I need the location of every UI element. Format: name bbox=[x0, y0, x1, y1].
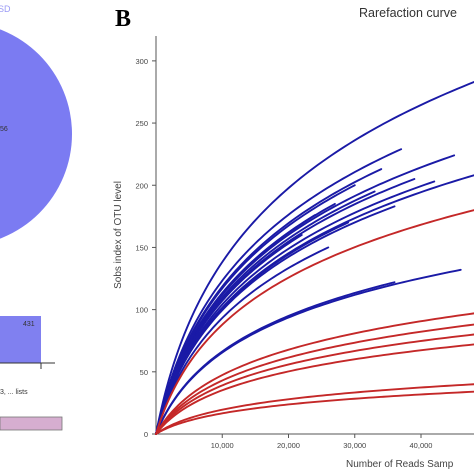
x-tick-label: 30,000 bbox=[343, 441, 366, 450]
y-tick-label: 100 bbox=[135, 306, 148, 315]
rarefaction-curve-blue-14 bbox=[155, 234, 303, 435]
rarefaction-curve-blue-10 bbox=[155, 202, 336, 435]
x-ticks: 10,000 20,000 30,000 40,000 bbox=[211, 434, 433, 450]
rarefaction-curve-blue-16 bbox=[155, 252, 290, 435]
intersection-bar bbox=[0, 316, 41, 363]
set-size-strip bbox=[0, 416, 63, 431]
y-axis-title: Sobs index of OTU level bbox=[113, 181, 124, 289]
rarefaction-curve-red-22 bbox=[155, 333, 474, 435]
rarefaction-curve-red-21 bbox=[155, 323, 474, 435]
y-tick-label: 0 bbox=[144, 430, 148, 439]
rarefaction-curve-red-24 bbox=[155, 383, 474, 435]
venn-value: 56 bbox=[0, 126, 8, 133]
panel-letter: B bbox=[115, 6, 131, 32]
rarefaction-curve-blue-1 bbox=[155, 81, 474, 435]
intersection-bar-value: 431 bbox=[23, 321, 35, 328]
y-tick-label: 150 bbox=[135, 243, 148, 252]
y-tick-label: 50 bbox=[140, 368, 148, 377]
rarefaction-curve-blue-8 bbox=[155, 184, 356, 435]
y-ticks: 0 50 100 150 200 250 300 bbox=[135, 57, 156, 439]
set-axis-caption: 3, ... lists bbox=[0, 389, 28, 396]
rarefaction-curve-blue-5 bbox=[155, 174, 474, 435]
chart-title: Rarefaction curve bbox=[359, 6, 457, 20]
x-tick-label: 10,000 bbox=[211, 441, 234, 450]
rarefaction-curve-red-20 bbox=[155, 312, 474, 435]
y-tick-label: 200 bbox=[135, 181, 148, 190]
rarefaction-curve-red-23 bbox=[155, 343, 474, 435]
legend-fragment: SD bbox=[0, 4, 11, 14]
x-tick-label: 20,000 bbox=[277, 441, 300, 450]
rarefaction-curve-red-25 bbox=[155, 390, 474, 435]
venn-circle bbox=[0, 29, 72, 239]
rarefaction-curve-blue-18 bbox=[155, 281, 396, 435]
y-tick-label: 250 bbox=[135, 119, 148, 128]
series-group bbox=[155, 81, 474, 435]
rarefaction-curve-red-19 bbox=[155, 209, 474, 435]
y-tick-label: 300 bbox=[135, 57, 148, 66]
left-panel: SD 56 431 3, ... lists bbox=[0, 4, 72, 431]
x-axis-title: Number of Reads Samp bbox=[346, 459, 454, 470]
x-tick-label: 40,000 bbox=[410, 441, 433, 450]
